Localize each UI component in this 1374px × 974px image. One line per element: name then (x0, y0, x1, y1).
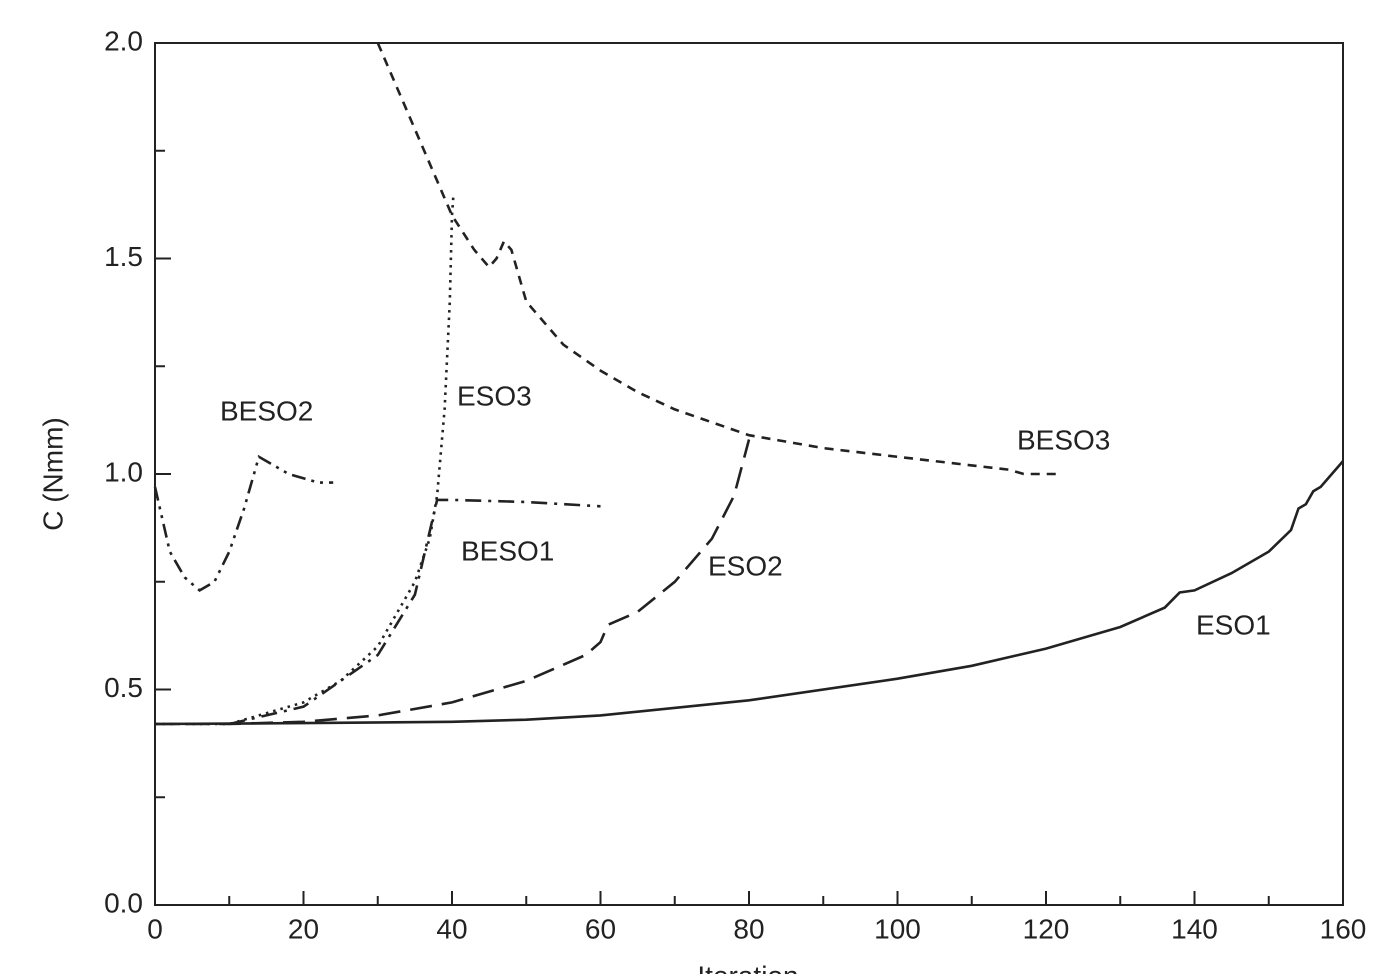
x-tick-label: 40 (436, 913, 467, 944)
plot-frame (154, 42, 1344, 906)
series-line (229, 498, 601, 726)
x-tick-label: 160 (1320, 913, 1367, 944)
y-tick-label: 0.0 (104, 887, 143, 918)
y-axis-label: C (Nmm) (37, 417, 68, 531)
series-line (153, 454, 334, 592)
series-label: ESO1 (1196, 609, 1271, 640)
series-line (155, 193, 455, 726)
y-tick-label: 1.5 (104, 241, 143, 272)
series-label: BESO2 (220, 395, 313, 426)
series-label: ESO3 (457, 380, 532, 411)
series-line (154, 460, 1344, 726)
y-tick-label: 2.0 (104, 25, 143, 56)
x-tick-label: 140 (1171, 913, 1218, 944)
series-label: ESO2 (708, 550, 783, 581)
x-axis-label: Iteration (697, 960, 798, 974)
series-line (155, 439, 751, 726)
y-tick-label: 1.0 (104, 456, 143, 487)
series-label: BESO3 (1017, 424, 1110, 455)
x-tick-label: 0 (147, 913, 163, 944)
series-label: BESO1 (461, 535, 554, 566)
x-tick-label: 80 (733, 913, 764, 944)
x-tick-label: 120 (1023, 913, 1070, 944)
y-tick-label: 0.5 (104, 672, 143, 703)
series-line (376, 42, 1061, 476)
x-tick-label: 100 (874, 913, 921, 944)
x-tick-label: 60 (585, 913, 616, 944)
x-tick-label: 20 (288, 913, 319, 944)
